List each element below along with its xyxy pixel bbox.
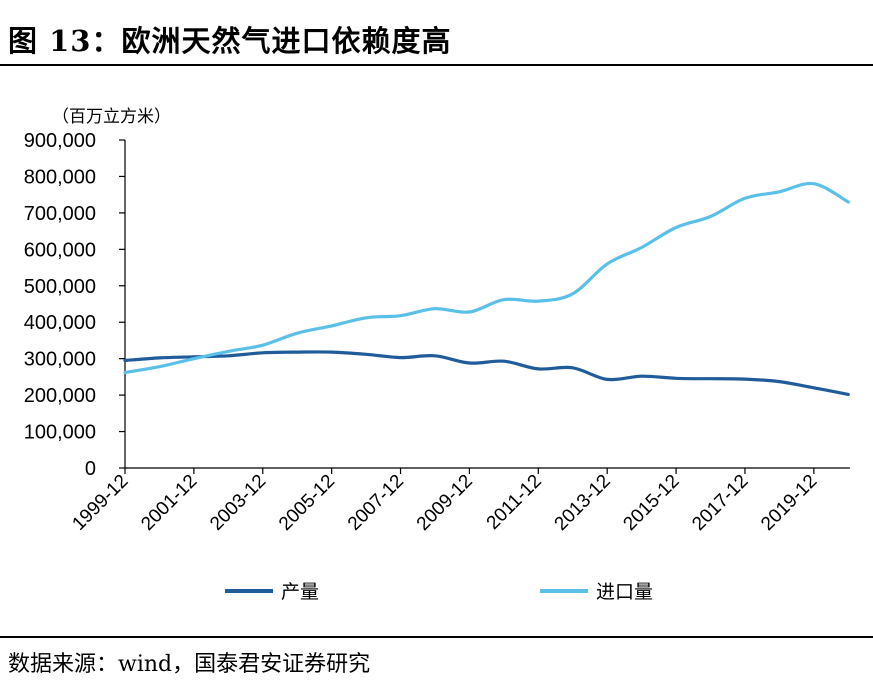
x-tick-label: 2001-12 — [137, 471, 201, 535]
x-tick-label: 2013-12 — [551, 471, 615, 535]
legend-label-imports: 进口量 — [596, 581, 653, 603]
y-tick-label: 100,000 — [24, 422, 96, 444]
y-tick-label: 0 — [85, 458, 96, 480]
y-tick-label: 800,000 — [24, 166, 96, 188]
x-tick-label: 2005-12 — [275, 471, 339, 535]
y-tick-label: 400,000 — [24, 312, 96, 334]
y-tick-label: 300,000 — [24, 349, 96, 371]
bottom-rule — [0, 636, 873, 638]
y-tick-label: 500,000 — [24, 276, 96, 298]
x-axis: 1999-12 2001-12 2003-12 2005-12 2007-12 2009-… — [68, 467, 850, 535]
x-tick-label: 2007-12 — [344, 471, 408, 535]
figure-title: 图 13：欧洲天然气进口依赖度高 — [8, 24, 452, 58]
y-tick-label: 200,000 — [24, 385, 96, 407]
x-tick-label: 2003-12 — [206, 471, 270, 535]
x-tick-label: 2009-12 — [413, 471, 477, 535]
x-tick-label: 2011-12 — [483, 471, 546, 534]
y-tick-label: 700,000 — [24, 203, 96, 225]
top-rule — [0, 64, 873, 66]
x-tick-label: 2019-12 — [757, 471, 821, 535]
series-layer — [123, 181, 850, 396]
source-note: 数据来源：wind，国泰君安证券研究 — [8, 652, 371, 677]
legend-label-production: 产量 — [281, 581, 319, 603]
x-tick-label: 1999-12 — [68, 471, 132, 535]
y-axis: 900,000 800,000 700,000 600,000 500,000 400,0… — [24, 130, 126, 480]
series-line-imports — [123, 181, 850, 375]
series-line-production — [123, 350, 850, 396]
x-tick-label: 2015-12 — [619, 471, 683, 535]
y-tick-label: 600,000 — [24, 239, 96, 261]
legend: 产量 进口量 — [225, 581, 653, 603]
x-tick-label: 2017-12 — [688, 471, 752, 535]
y-tick-label: 900,000 — [24, 130, 96, 152]
y-axis-unit-label: （百万立方米） — [52, 107, 171, 127]
line-chart: （百万立方米） 900,000 800,000 700,000 600,000 500,… — [24, 107, 850, 603]
